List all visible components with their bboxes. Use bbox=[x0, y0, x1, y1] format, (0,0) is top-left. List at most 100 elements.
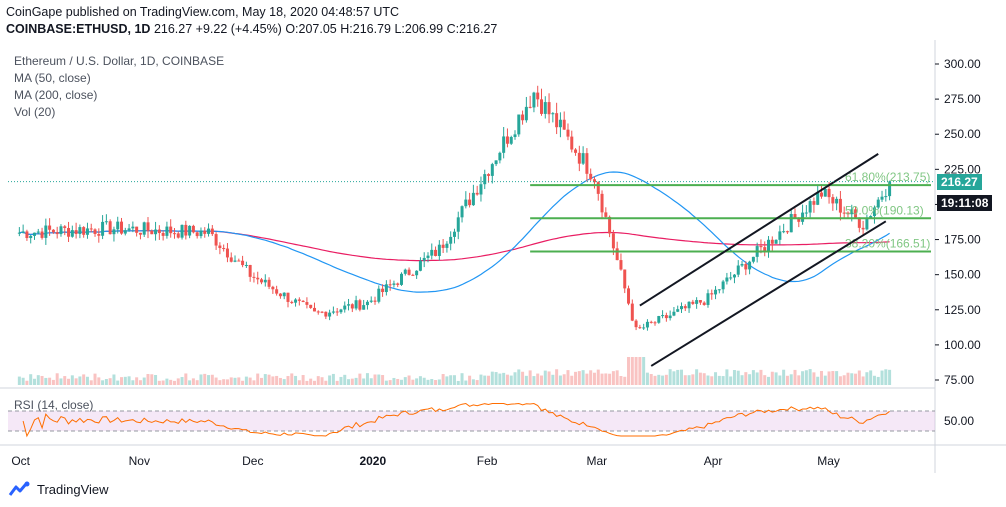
candle-body bbox=[301, 300, 305, 303]
candle-body bbox=[683, 306, 687, 309]
candle-body bbox=[403, 269, 407, 274]
candle-body bbox=[551, 113, 555, 115]
volume-bar bbox=[97, 377, 101, 385]
volume-bar bbox=[437, 379, 441, 385]
volume-bar bbox=[725, 369, 729, 385]
volume-bar bbox=[203, 373, 207, 385]
volume-bar bbox=[619, 376, 623, 385]
volume-bar bbox=[509, 375, 513, 385]
candle-body bbox=[808, 201, 812, 213]
volume-bar bbox=[691, 374, 695, 385]
volume-bar bbox=[657, 374, 661, 385]
candle-body bbox=[577, 152, 581, 164]
x-tick-label: 2020 bbox=[359, 454, 386, 468]
candle-body bbox=[150, 230, 154, 235]
channel-upper-line bbox=[639, 153, 879, 307]
price-chart[interactable]: 75.00100.00125.00150.00175.00200.00225.0… bbox=[0, 40, 1006, 473]
candle-body bbox=[487, 174, 491, 176]
volume-bar bbox=[505, 374, 509, 385]
volume-bar bbox=[558, 375, 562, 385]
volume-bar bbox=[104, 379, 108, 385]
volume-bar bbox=[695, 369, 699, 385]
volume-bar bbox=[150, 374, 154, 385]
volume-bar bbox=[70, 375, 74, 385]
volume-bar bbox=[191, 378, 195, 385]
volume-bar bbox=[876, 376, 880, 385]
candle-body bbox=[657, 316, 661, 323]
candle-body bbox=[430, 249, 434, 256]
candle-body bbox=[725, 277, 729, 282]
candle-body bbox=[888, 181, 892, 197]
volume-bar bbox=[736, 370, 740, 385]
volume-bar bbox=[471, 379, 475, 385]
candle-body bbox=[441, 244, 445, 248]
candle-body bbox=[880, 196, 884, 200]
volume-bar bbox=[263, 374, 267, 385]
volume-bar bbox=[120, 377, 124, 385]
candle-body bbox=[290, 301, 294, 303]
x-tick-label: Oct bbox=[11, 454, 30, 468]
tradingview-logo[interactable]: TradingView bbox=[8, 481, 109, 497]
volume-bar bbox=[403, 377, 407, 385]
volume-bar bbox=[566, 370, 570, 385]
candle-body bbox=[127, 228, 131, 231]
candle-body bbox=[169, 226, 173, 234]
candle-body bbox=[70, 230, 74, 237]
candle-body bbox=[335, 311, 339, 313]
x-tick-label: Nov bbox=[129, 454, 150, 468]
volume-bar bbox=[611, 371, 615, 385]
volume-bar bbox=[294, 375, 298, 385]
candle-body bbox=[324, 311, 328, 317]
volume-bar bbox=[857, 370, 861, 385]
volume-bar bbox=[869, 370, 873, 385]
volume-bar bbox=[456, 380, 460, 385]
volume-bar bbox=[793, 369, 797, 385]
volume-bar bbox=[237, 377, 241, 385]
volume-bar bbox=[225, 379, 229, 385]
volume-bar bbox=[381, 375, 385, 385]
volume-bar bbox=[169, 379, 173, 385]
volume-bar bbox=[770, 371, 774, 385]
volume-bar bbox=[146, 374, 150, 385]
close-value: C:216.27 bbox=[446, 22, 498, 36]
y-tick-label: 250.00 bbox=[944, 127, 981, 141]
y-tick-label: 150.00 bbox=[944, 268, 981, 282]
candle-body bbox=[89, 228, 93, 230]
volume-bar bbox=[835, 371, 839, 385]
volume-bar bbox=[774, 372, 778, 385]
volume-bar bbox=[40, 375, 44, 385]
candle-body bbox=[384, 284, 388, 293]
candle-body bbox=[687, 301, 691, 309]
candle-body bbox=[543, 102, 547, 114]
volume-bar bbox=[846, 372, 850, 385]
candle-body bbox=[248, 264, 252, 277]
volume-bar bbox=[17, 376, 21, 385]
candle-body bbox=[558, 119, 562, 128]
volume-bar bbox=[888, 369, 892, 385]
candle-body bbox=[509, 136, 513, 144]
volume-bar bbox=[411, 379, 415, 385]
volume-bar bbox=[634, 357, 638, 385]
volume-bar bbox=[112, 374, 116, 385]
candle-body bbox=[97, 234, 101, 236]
volume-bar bbox=[589, 370, 593, 385]
tradingview-brand: TradingView bbox=[37, 481, 109, 497]
candle-body bbox=[471, 192, 475, 206]
candle-body bbox=[244, 264, 248, 266]
candle-body bbox=[48, 225, 52, 230]
candle-body bbox=[627, 288, 631, 304]
candle-body bbox=[411, 274, 415, 276]
volume-bar bbox=[702, 373, 706, 385]
volume-bar bbox=[135, 377, 139, 385]
candle-body bbox=[445, 243, 449, 248]
volume-bar bbox=[154, 374, 158, 385]
candle-body bbox=[854, 209, 858, 218]
volume-bar bbox=[604, 373, 608, 385]
candle-body bbox=[562, 119, 566, 130]
candle-body bbox=[547, 102, 551, 115]
candle-body bbox=[263, 279, 267, 283]
candle-body bbox=[388, 284, 392, 286]
volume-bar bbox=[661, 375, 665, 385]
volume-bar bbox=[343, 374, 347, 385]
channel-lower-line bbox=[650, 220, 887, 367]
